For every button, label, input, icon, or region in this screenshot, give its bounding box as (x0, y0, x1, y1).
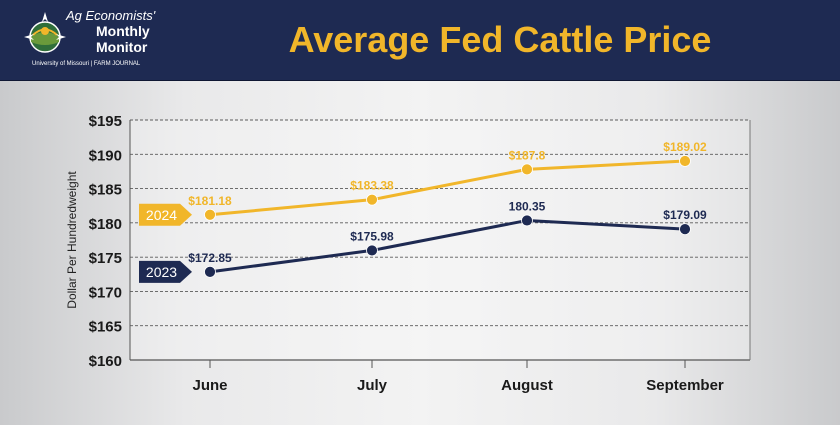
page-title: Average Fed Cattle Price (288, 19, 712, 60)
y-tick-label: $190 (89, 147, 122, 164)
data-point (521, 214, 533, 227)
x-tick-label: July (357, 377, 388, 394)
legend-tag-label: 2024 (146, 207, 177, 223)
y-tick-label: $185 (89, 182, 122, 199)
data-label: $181.18 (188, 194, 232, 208)
logo-footer-text: University of Missouri | FARM JOURNAL (32, 61, 141, 67)
x-tick-label: August (501, 377, 553, 394)
y-tick-label: $165 (89, 319, 122, 336)
header-banner: Ag Economists' Monthly Monitor Universit… (0, 0, 840, 81)
plot-area (130, 120, 750, 360)
y-tick-label: $195 (89, 113, 122, 130)
series-line (209, 218, 686, 274)
data-label: $179.09 (663, 208, 707, 222)
compass-field-icon (24, 12, 66, 53)
data-point (204, 208, 216, 221)
data-label: $189.02 (663, 140, 707, 154)
data-label: 180.35 (509, 199, 546, 213)
line-chart: $160 $165 $170 $175 $180 $185 $190 $195 June Jul… (65, 113, 751, 394)
data-point (204, 265, 216, 278)
data-point (366, 244, 378, 257)
data-point (521, 163, 533, 176)
series-line (209, 159, 686, 217)
y-tick-label: $175 (89, 250, 122, 267)
y-tick-label: $170 (89, 284, 122, 301)
data-point (366, 193, 378, 206)
y-tick-label: $160 (89, 353, 122, 370)
legend-tag-label: 2023 (146, 264, 177, 280)
series-2023: $172.85 $175.98 180.35 $179.09 2023 (139, 199, 707, 283)
x-tick-label: September (646, 377, 724, 394)
legend-tag-shape (139, 203, 192, 226)
y-tick-label: $180 (89, 216, 122, 233)
data-label: $183.38 (350, 179, 394, 193)
series-2024: $181.18 $183.38 $187.8 $189.02 2024 (139, 140, 707, 226)
x-tick-label: June (192, 377, 227, 394)
data-label: $187.8 (509, 148, 546, 162)
logo-text-line3: Monitor (96, 39, 148, 55)
data-point (679, 223, 691, 235)
ag-economists-logo: Ag Economists' Monthly Monitor Universit… (22, 6, 172, 74)
data-label: $175.98 (350, 229, 394, 243)
legend-tag: 2023 (139, 260, 192, 283)
data-label: $172.85 (188, 251, 232, 265)
logo-text-line1: Ag Economists' (66, 8, 156, 23)
legend-tag-shape (139, 260, 192, 283)
logo-text-line2: Monthly (96, 23, 150, 39)
legend-tag: 2024 (139, 203, 192, 226)
data-point (679, 155, 691, 167)
y-axis-label: Dollar Per Hundredweight (65, 171, 79, 309)
